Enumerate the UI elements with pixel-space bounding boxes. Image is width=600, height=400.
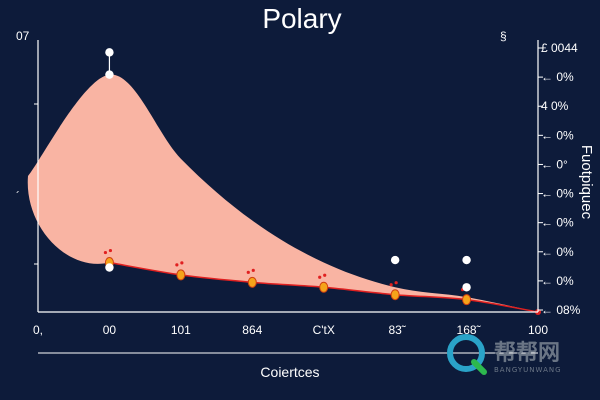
- watermark: 帮帮网 BANGYUNWANG: [447, 334, 562, 375]
- y-tick-labels-left: 07 ´: [16, 29, 38, 265]
- watermark-logo-tail-icon: [471, 359, 487, 375]
- x-tick-label: 168̃: [457, 323, 482, 337]
- marker-jitter-point: [175, 263, 179, 267]
- marker-jitter-point: [323, 273, 327, 277]
- outlier-point: [105, 70, 114, 79]
- data-point: [319, 281, 329, 293]
- x-tick-label: 100: [528, 323, 548, 337]
- marker-jitter-point: [389, 283, 393, 287]
- data-point: [247, 276, 257, 288]
- outlier-point: [462, 283, 471, 292]
- data-point: [176, 269, 186, 281]
- outlier-point: [390, 255, 400, 265]
- plot-area: [27, 48, 541, 315]
- marker-jitter-point: [394, 281, 398, 285]
- y-tick-label-right: ← 0%: [541, 274, 574, 288]
- y-tick-label-right: ← 0%: [541, 70, 574, 84]
- y-tick-label-right: £ 0044: [541, 41, 578, 55]
- y-axis-label: Fuotpiquec: [578, 145, 595, 220]
- x-tick-label: C'tX: [313, 323, 335, 337]
- watermark-text: 帮帮网: [494, 340, 560, 366]
- data-point: [390, 289, 400, 301]
- outlier-point: [462, 255, 471, 265]
- x-tick-label: 00: [103, 323, 117, 337]
- chart-title: Polary: [262, 3, 341, 34]
- corner-mark: §: [500, 29, 507, 43]
- confidence-band: [27, 74, 539, 312]
- x-tick-label: 864: [242, 323, 262, 337]
- marker-jitter-point: [108, 248, 113, 253]
- y-tick-label-left: ´: [16, 189, 20, 203]
- watermark-logo-icon: [447, 334, 485, 372]
- x-tick-label: 83̃: [388, 323, 406, 337]
- marker-jitter-point: [103, 250, 108, 255]
- y-tick-label-right: ← 0%: [541, 128, 574, 142]
- marker-jitter-point: [318, 275, 322, 279]
- x-tick-label: 0,: [33, 323, 43, 337]
- marker-jitter-point: [246, 270, 250, 274]
- outlier-point: [105, 48, 114, 57]
- y-tick-labels-right: £ 0044 ← 0% 4 0% ← 0% ← 0° ← 0% ← 0% ← 0% ← 0% ← …: [538, 41, 581, 317]
- data-point: [462, 294, 472, 306]
- y-tick-label-right: ← 0%: [541, 187, 574, 201]
- y-tick-label-right: ← 0%: [541, 216, 574, 230]
- y-tick-label-right: ← 08%: [541, 303, 581, 317]
- y-tick-label-left: 07: [16, 29, 30, 43]
- x-axis-label: Coiertces: [260, 364, 319, 380]
- marker-jitter-point: [251, 268, 255, 272]
- y-tick-label-right: 4 0%: [541, 99, 569, 113]
- x-tick-label: 101: [171, 323, 191, 337]
- y-tick-label-right: ← 0°: [541, 157, 568, 171]
- watermark-subtext: BANGYUNWANG: [494, 366, 562, 374]
- marker-jitter-point: [180, 261, 184, 265]
- outlier-point: [105, 263, 114, 272]
- y-tick-label-right: ← 0%: [541, 245, 574, 259]
